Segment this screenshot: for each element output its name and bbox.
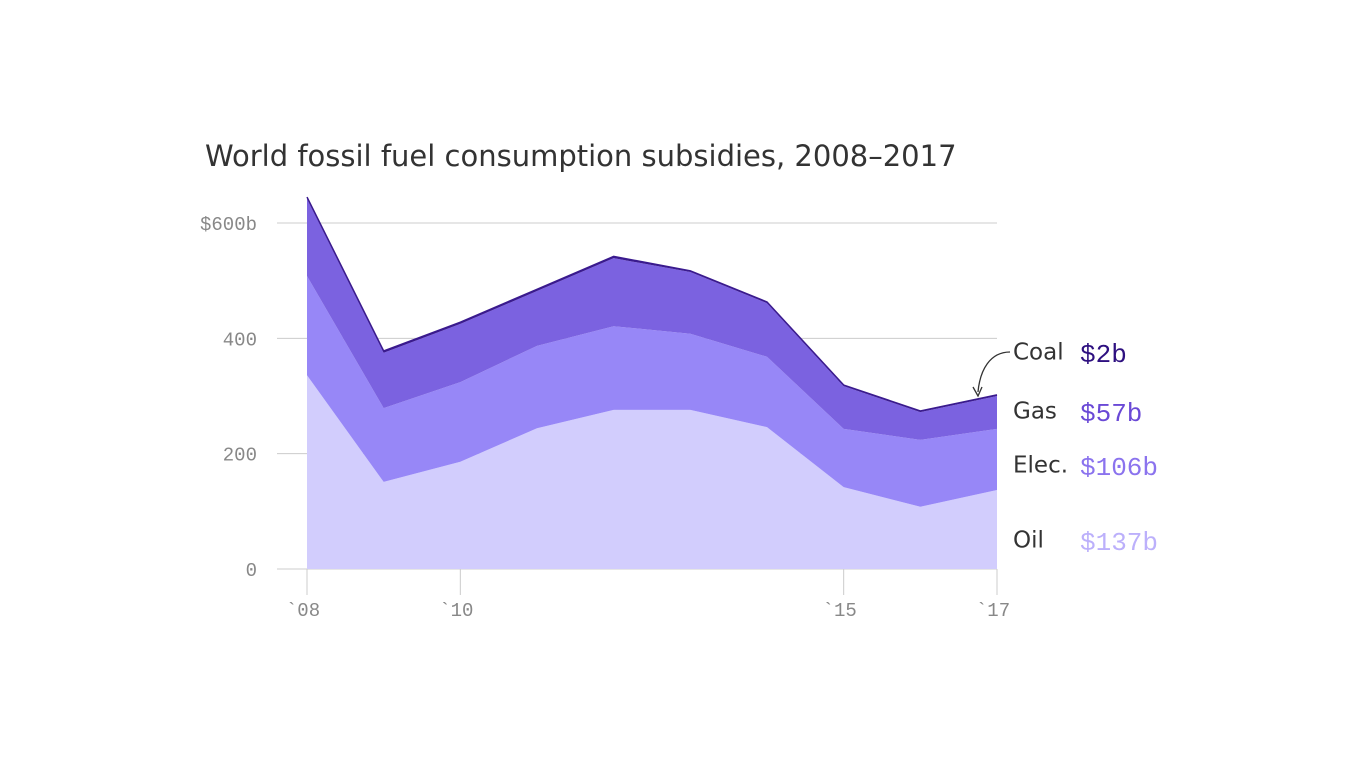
x-tick-label: `15 xyxy=(823,600,857,622)
x-tick-label: `08 xyxy=(286,600,320,622)
value-label: $57b xyxy=(1080,399,1142,429)
area xyxy=(307,198,997,440)
y-tick-label: 0 xyxy=(246,560,257,582)
value-label: $106b xyxy=(1080,453,1158,483)
x-tick-label: `10 xyxy=(439,600,473,622)
y-tick-label: 400 xyxy=(223,329,257,351)
legend-label: Oil xyxy=(1013,528,1044,554)
legend-label: Gas xyxy=(1013,399,1057,425)
y-tick-label: $600b xyxy=(200,214,257,236)
top-line xyxy=(306,196,998,412)
value-label: $137b xyxy=(1080,528,1158,558)
annotation-arrow xyxy=(977,351,1011,393)
y-tick-label: 200 xyxy=(223,445,257,467)
arrow-head xyxy=(972,386,983,398)
legend-label: Elec. xyxy=(1013,453,1068,479)
chart-title: World fossil fuel consumption subsidies,… xyxy=(205,139,957,173)
x-tick-label: `17 xyxy=(976,600,1010,622)
legend-label: Coal xyxy=(1013,340,1064,366)
area xyxy=(307,375,997,569)
value-label: $2b xyxy=(1080,340,1127,370)
area xyxy=(307,276,997,507)
